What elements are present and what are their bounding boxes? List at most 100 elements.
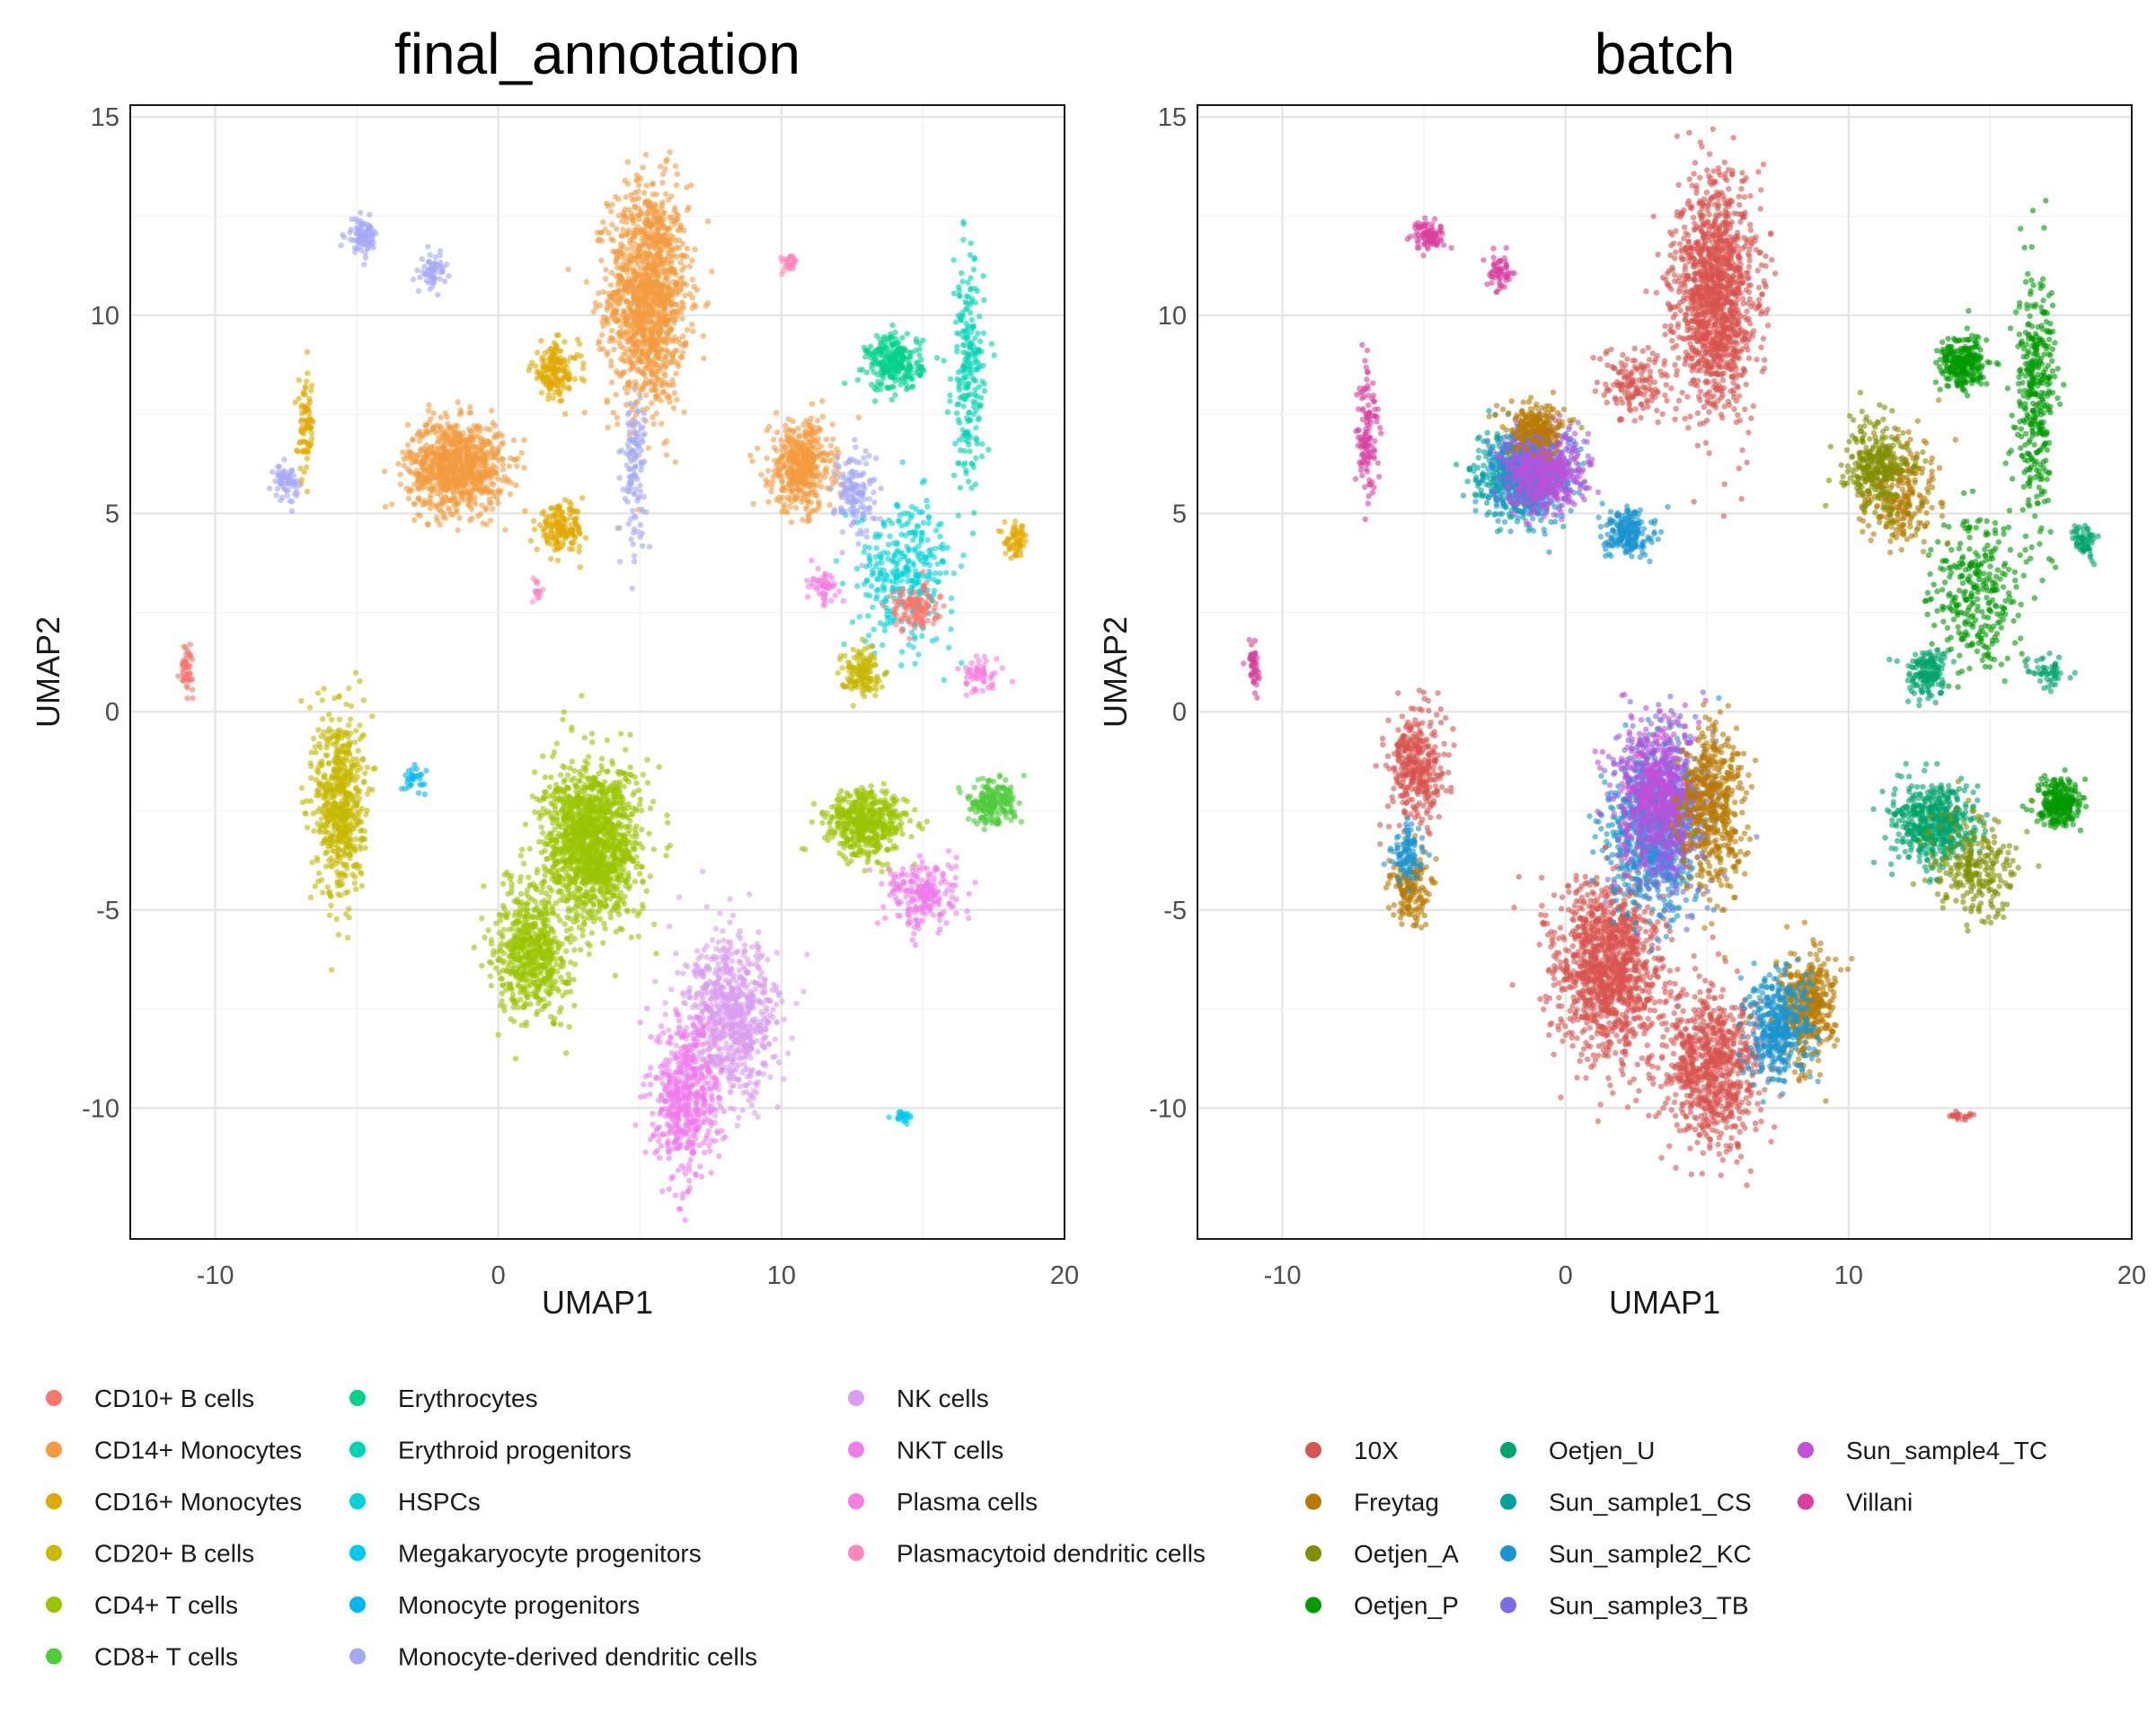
data-point <box>415 790 422 796</box>
data-point <box>405 495 412 502</box>
data-point <box>860 491 866 497</box>
data-point <box>623 390 631 396</box>
data-point <box>906 597 913 604</box>
data-point <box>348 226 355 233</box>
data-point <box>530 518 537 525</box>
data-point <box>907 515 914 521</box>
data-point <box>881 622 888 629</box>
data-point <box>288 467 296 473</box>
data-point <box>956 288 962 294</box>
data-point <box>381 468 388 474</box>
data-point <box>608 379 615 385</box>
data-point <box>834 474 841 481</box>
data-point <box>413 452 420 458</box>
data-point <box>820 457 826 464</box>
data-point <box>679 349 686 356</box>
data-point <box>558 527 564 534</box>
data-point <box>925 520 932 526</box>
data-point <box>853 565 861 572</box>
data-point <box>830 436 836 442</box>
data-point <box>529 598 536 605</box>
data-point <box>935 579 942 585</box>
data-point <box>947 392 953 399</box>
data-point <box>641 200 649 207</box>
data-point <box>676 244 683 252</box>
data-point <box>774 458 782 464</box>
cluster <box>399 761 429 798</box>
data-point <box>611 346 617 353</box>
data-point <box>655 355 661 361</box>
data-point <box>801 482 808 489</box>
data-point <box>904 1120 910 1128</box>
data-point <box>614 318 620 325</box>
data-point <box>819 398 826 404</box>
data-point <box>874 560 881 566</box>
data-point <box>427 505 434 511</box>
data-point <box>898 358 906 365</box>
data-point <box>634 498 641 504</box>
data-point <box>878 485 884 491</box>
data-point <box>664 156 670 163</box>
data-point <box>561 339 568 345</box>
data-point <box>640 432 646 438</box>
data-point <box>892 560 898 566</box>
data-point <box>631 558 638 564</box>
data-point <box>410 276 417 283</box>
data-point <box>635 195 642 201</box>
data-point <box>578 353 584 359</box>
data-point <box>454 465 460 472</box>
data-point <box>614 420 621 428</box>
data-point <box>609 201 615 208</box>
data-point <box>615 330 622 337</box>
data-point <box>850 456 857 464</box>
data-point <box>901 347 907 353</box>
data-point <box>489 407 495 414</box>
data-point <box>622 385 628 392</box>
data-point <box>663 317 669 323</box>
data-point <box>854 376 862 384</box>
data-point <box>652 337 658 343</box>
data-point <box>634 408 641 414</box>
data-point <box>407 468 413 474</box>
data-point <box>308 429 315 436</box>
data-point <box>891 364 897 370</box>
data-point <box>534 578 541 584</box>
data-point <box>552 511 558 518</box>
data-point <box>670 246 676 252</box>
data-point <box>307 704 314 711</box>
data-point <box>421 791 428 798</box>
data-point <box>438 481 445 488</box>
data-point <box>826 457 832 464</box>
data-point <box>898 531 905 538</box>
data-point <box>555 544 561 552</box>
data-point <box>913 568 919 574</box>
data-point <box>677 259 684 266</box>
data-point <box>793 470 800 476</box>
data-point <box>932 545 939 552</box>
data-point <box>296 439 303 447</box>
data-point <box>648 253 654 260</box>
data-point <box>979 378 985 385</box>
data-point <box>419 256 426 262</box>
data-point <box>581 377 588 384</box>
data-point <box>627 237 633 243</box>
data-point <box>929 638 936 644</box>
data-point <box>190 694 196 702</box>
data-point <box>513 482 519 489</box>
data-point <box>443 456 450 463</box>
data-point <box>676 226 684 233</box>
data-point <box>871 500 878 506</box>
data-point <box>636 297 643 305</box>
data-point <box>619 267 626 273</box>
data-point <box>849 619 856 625</box>
data-point <box>975 349 982 357</box>
data-point <box>873 332 880 339</box>
data-point <box>944 544 950 551</box>
data-point <box>677 286 685 293</box>
data-point <box>658 288 664 295</box>
data-point <box>619 218 625 225</box>
data-point <box>518 449 525 456</box>
data-point <box>437 508 445 515</box>
data-point <box>954 410 960 416</box>
data-point <box>972 481 979 488</box>
